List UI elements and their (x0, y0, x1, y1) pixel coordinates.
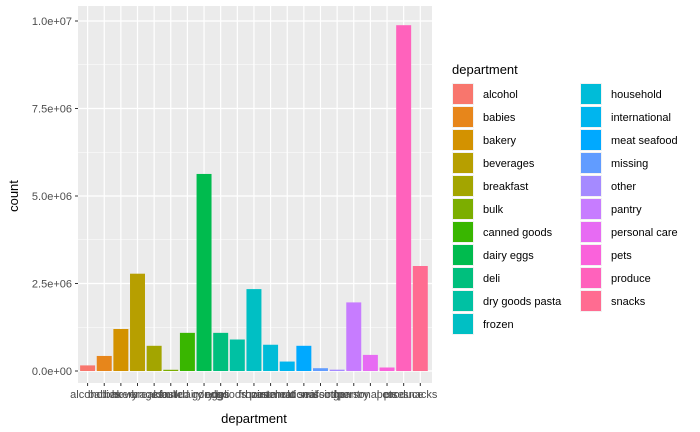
x-tick-label: deli (212, 389, 229, 401)
x-tick-label: alcohol (70, 389, 105, 401)
x-tick-label: bakery (104, 389, 138, 401)
bar-bulk (163, 369, 179, 371)
legend-label-deli: deli (483, 273, 500, 285)
legend-swatch (581, 153, 601, 173)
y-tick-label: 2.5e+06 (32, 279, 72, 291)
legend-label-bakery: bakery (483, 135, 517, 147)
x-tick-label: international (257, 389, 317, 401)
legend-swatch (581, 291, 601, 311)
legend-swatch (453, 291, 473, 311)
legend-label-babies: babies (483, 112, 516, 124)
y-axis-title: count (6, 180, 21, 212)
plot-panel (78, 6, 432, 383)
bar-babies (96, 355, 112, 371)
x-tick-label: household (245, 389, 296, 401)
legend-label-international: international (611, 112, 671, 124)
x-tick-label: produce (384, 389, 424, 401)
bar-breakfast (146, 345, 162, 371)
bar-personal-care (362, 354, 378, 371)
legend-label-snacks: snacks (611, 296, 646, 308)
legend-label-dry-goods-pasta: dry goods pasta (483, 296, 562, 308)
legend-swatch (453, 84, 473, 104)
legend-swatch (581, 268, 601, 288)
x-tick-label: beverages (112, 389, 164, 401)
legend-title: department (452, 62, 518, 77)
legend-swatch (453, 153, 473, 173)
bar-pantry (346, 302, 362, 371)
legend-label-beverages: beverages (483, 158, 535, 170)
y-tick-label: 0.0e+00 (32, 366, 72, 378)
legend-label-personal-care: personal care (611, 227, 678, 239)
bar-international (279, 361, 295, 371)
legend-label-household: household (611, 89, 662, 101)
legend-label-pets: pets (611, 250, 632, 262)
bar-dry-goods-pasta (229, 339, 245, 371)
legend: department alcohol babies bakery beverages b… (452, 62, 678, 335)
bar-dairy-eggs (196, 173, 212, 371)
legend-label-bulk: bulk (483, 204, 504, 216)
x-axis: alcoholbabiesbakerybeveragesbreakfastbul… (70, 383, 438, 401)
x-tick-label: dry goods pasta (198, 389, 277, 401)
x-tick-label: pantry (338, 389, 369, 401)
legend-label-other: other (611, 181, 636, 193)
x-tick-label: babies (88, 389, 121, 401)
legend-label-alcohol: alcohol (483, 89, 518, 101)
bar-canned-goods (179, 332, 195, 371)
bar-pets (379, 367, 395, 371)
x-tick-label: snacks (403, 389, 438, 401)
legend-swatch (453, 107, 473, 127)
x-tick-label: breakfast (132, 389, 177, 401)
x-axis-title: department (221, 411, 287, 426)
legend-swatch (581, 107, 601, 127)
x-tick-label: dairy eggs (179, 389, 230, 401)
legend-label-dairy-eggs: dairy eggs (483, 250, 534, 262)
legend-label-breakfast: breakfast (483, 181, 528, 193)
x-tick-label: other (325, 389, 350, 401)
x-tick-label: meat seafood (271, 389, 338, 401)
legend-swatch (581, 222, 601, 242)
y-tick-label: 5.0e+06 (32, 191, 72, 203)
legend-label-missing: missing (611, 158, 648, 170)
legend-swatch (453, 176, 473, 196)
bar-household (263, 344, 279, 371)
bar-other (329, 369, 345, 371)
legend-label-pantry: pantry (611, 204, 642, 216)
legend-swatch (453, 222, 473, 242)
x-tick-label: frozen (239, 389, 270, 401)
y-tick-label: 7.5e+06 (32, 104, 72, 116)
legend-swatch (453, 314, 473, 334)
x-tick-label: missing (302, 389, 339, 401)
x-tick-label: canned goods (153, 389, 223, 401)
legend-label-canned-goods: canned goods (483, 227, 553, 239)
bar-bakery (113, 329, 129, 371)
bar-meat-seafood (296, 345, 312, 371)
legend-swatch (453, 245, 473, 265)
legend-swatch (453, 130, 473, 150)
y-tick-label: 1.0e+07 (32, 16, 72, 28)
x-tick-label: pets (377, 389, 398, 401)
bar-frozen (246, 289, 262, 371)
legend-swatch (581, 84, 601, 104)
legend-swatch (581, 176, 601, 196)
legend-label-produce: produce (611, 273, 651, 285)
legend-swatch (453, 268, 473, 288)
bar-produce (396, 25, 412, 371)
x-tick-label: bulk (161, 389, 182, 401)
bar-missing (313, 368, 328, 371)
bar-deli (213, 332, 229, 371)
legend-swatch (581, 245, 601, 265)
legend-swatch (581, 130, 601, 150)
bar-beverages (130, 273, 145, 371)
legend-label-frozen: frozen (483, 319, 514, 331)
legend-swatch (453, 199, 473, 219)
y-axis: 0.0e+00 2.5e+06 5.0e+06 7.5e+06 1.0e+07 (32, 16, 78, 378)
bar-alcohol (80, 365, 96, 371)
legend-label-meat-seafood: meat seafood (611, 135, 678, 147)
legend-swatch (581, 199, 601, 219)
bar-snacks (412, 266, 428, 371)
x-tick-label: personal care (337, 389, 404, 401)
